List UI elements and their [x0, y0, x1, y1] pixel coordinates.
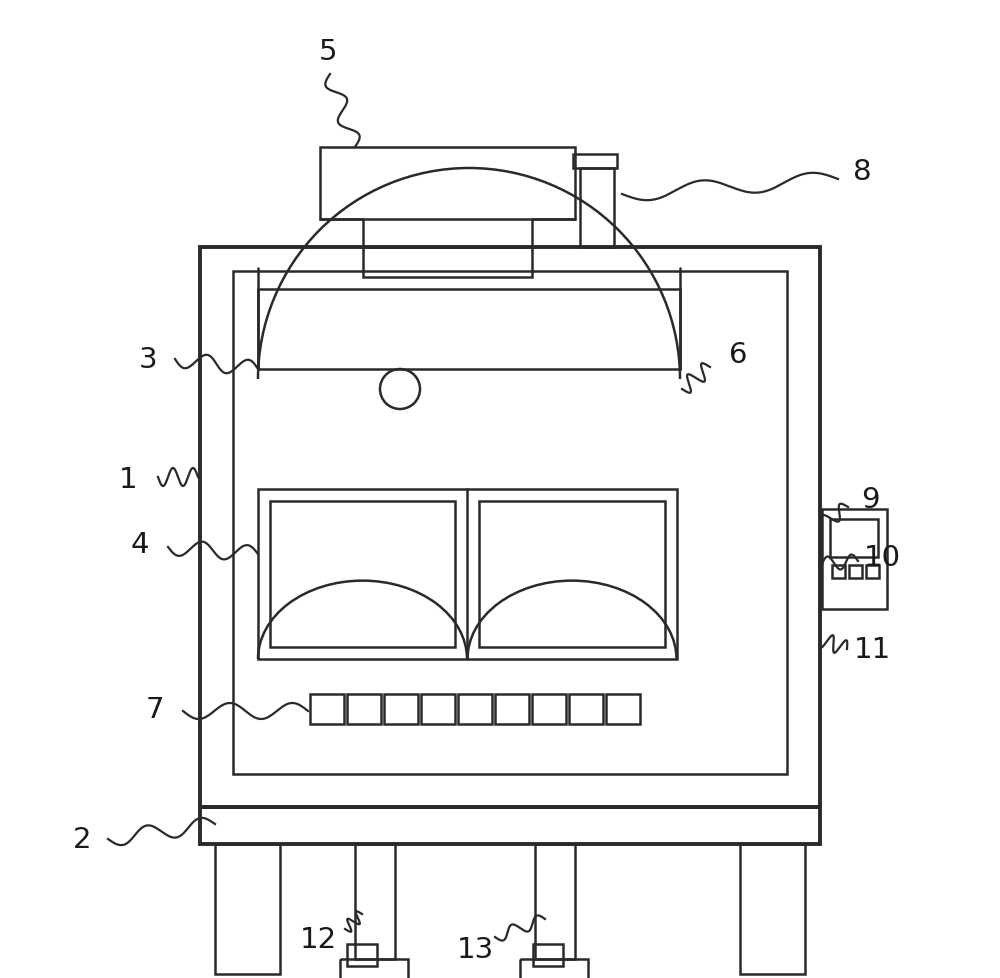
Bar: [215, 844, 280, 974]
Bar: [495, 694, 529, 725]
Bar: [830, 519, 878, 557]
Bar: [384, 694, 418, 725]
Bar: [200, 247, 820, 807]
Bar: [340, 959, 408, 978]
Bar: [822, 510, 887, 609]
Bar: [347, 944, 377, 966]
Bar: [421, 694, 455, 725]
Bar: [310, 694, 344, 725]
Text: 10: 10: [864, 544, 900, 571]
Bar: [320, 148, 575, 220]
Bar: [535, 844, 575, 959]
Text: 4: 4: [131, 530, 149, 558]
Bar: [258, 490, 677, 659]
Bar: [849, 565, 862, 578]
Bar: [355, 844, 395, 959]
Bar: [363, 247, 532, 278]
Bar: [258, 289, 680, 370]
Bar: [270, 502, 455, 647]
Text: 2: 2: [73, 825, 91, 853]
Bar: [580, 169, 614, 247]
Text: 3: 3: [139, 345, 157, 374]
Text: 11: 11: [853, 636, 891, 663]
Bar: [458, 694, 492, 725]
Text: 12: 12: [299, 925, 337, 953]
Text: 1: 1: [119, 466, 137, 494]
Bar: [200, 807, 820, 844]
Text: 5: 5: [319, 38, 337, 66]
Text: 7: 7: [146, 695, 164, 724]
Bar: [569, 694, 603, 725]
Bar: [606, 694, 640, 725]
Text: 13: 13: [456, 935, 494, 963]
Bar: [740, 844, 805, 974]
Bar: [347, 694, 381, 725]
Bar: [533, 944, 563, 966]
Bar: [866, 565, 879, 578]
Bar: [573, 155, 617, 169]
Bar: [479, 502, 665, 647]
Bar: [832, 565, 845, 578]
Bar: [532, 694, 566, 725]
Text: 6: 6: [729, 340, 747, 369]
Bar: [233, 272, 787, 775]
Text: 8: 8: [853, 157, 871, 186]
Text: 9: 9: [861, 485, 879, 513]
Bar: [520, 959, 588, 978]
